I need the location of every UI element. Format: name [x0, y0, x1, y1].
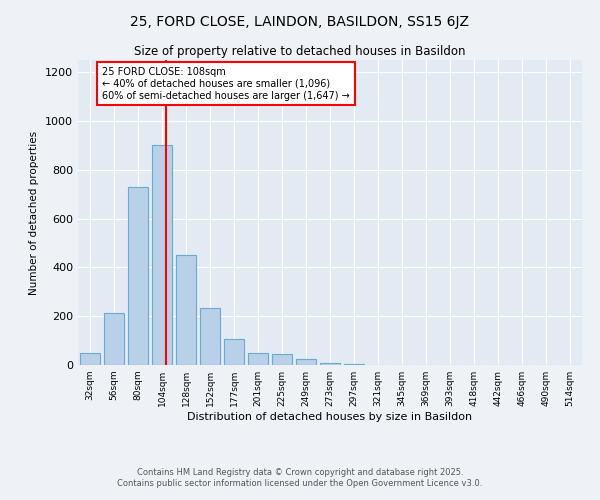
Bar: [200, 308, 220, 365]
Bar: [320, 362, 340, 365]
Text: Contains HM Land Registry data © Crown copyright and database right 2025.
Contai: Contains HM Land Registry data © Crown c…: [118, 468, 482, 487]
Bar: [152, 146, 172, 365]
Bar: [296, 359, 316, 365]
X-axis label: Distribution of detached houses by size in Basildon: Distribution of detached houses by size …: [187, 412, 473, 422]
Bar: [176, 255, 196, 365]
Y-axis label: Number of detached properties: Number of detached properties: [29, 130, 40, 294]
Bar: [344, 364, 364, 365]
Text: 25, FORD CLOSE, LAINDON, BASILDON, SS15 6JZ: 25, FORD CLOSE, LAINDON, BASILDON, SS15 …: [131, 15, 470, 29]
Bar: [80, 353, 100, 365]
Bar: [224, 340, 244, 365]
Bar: [128, 187, 148, 365]
Bar: [104, 312, 124, 365]
Bar: [248, 353, 268, 365]
Text: 25 FORD CLOSE: 108sqm
← 40% of detached houses are smaller (1,096)
60% of semi-d: 25 FORD CLOSE: 108sqm ← 40% of detached …: [102, 68, 350, 100]
Text: Size of property relative to detached houses in Basildon: Size of property relative to detached ho…: [134, 45, 466, 58]
Bar: [272, 354, 292, 365]
